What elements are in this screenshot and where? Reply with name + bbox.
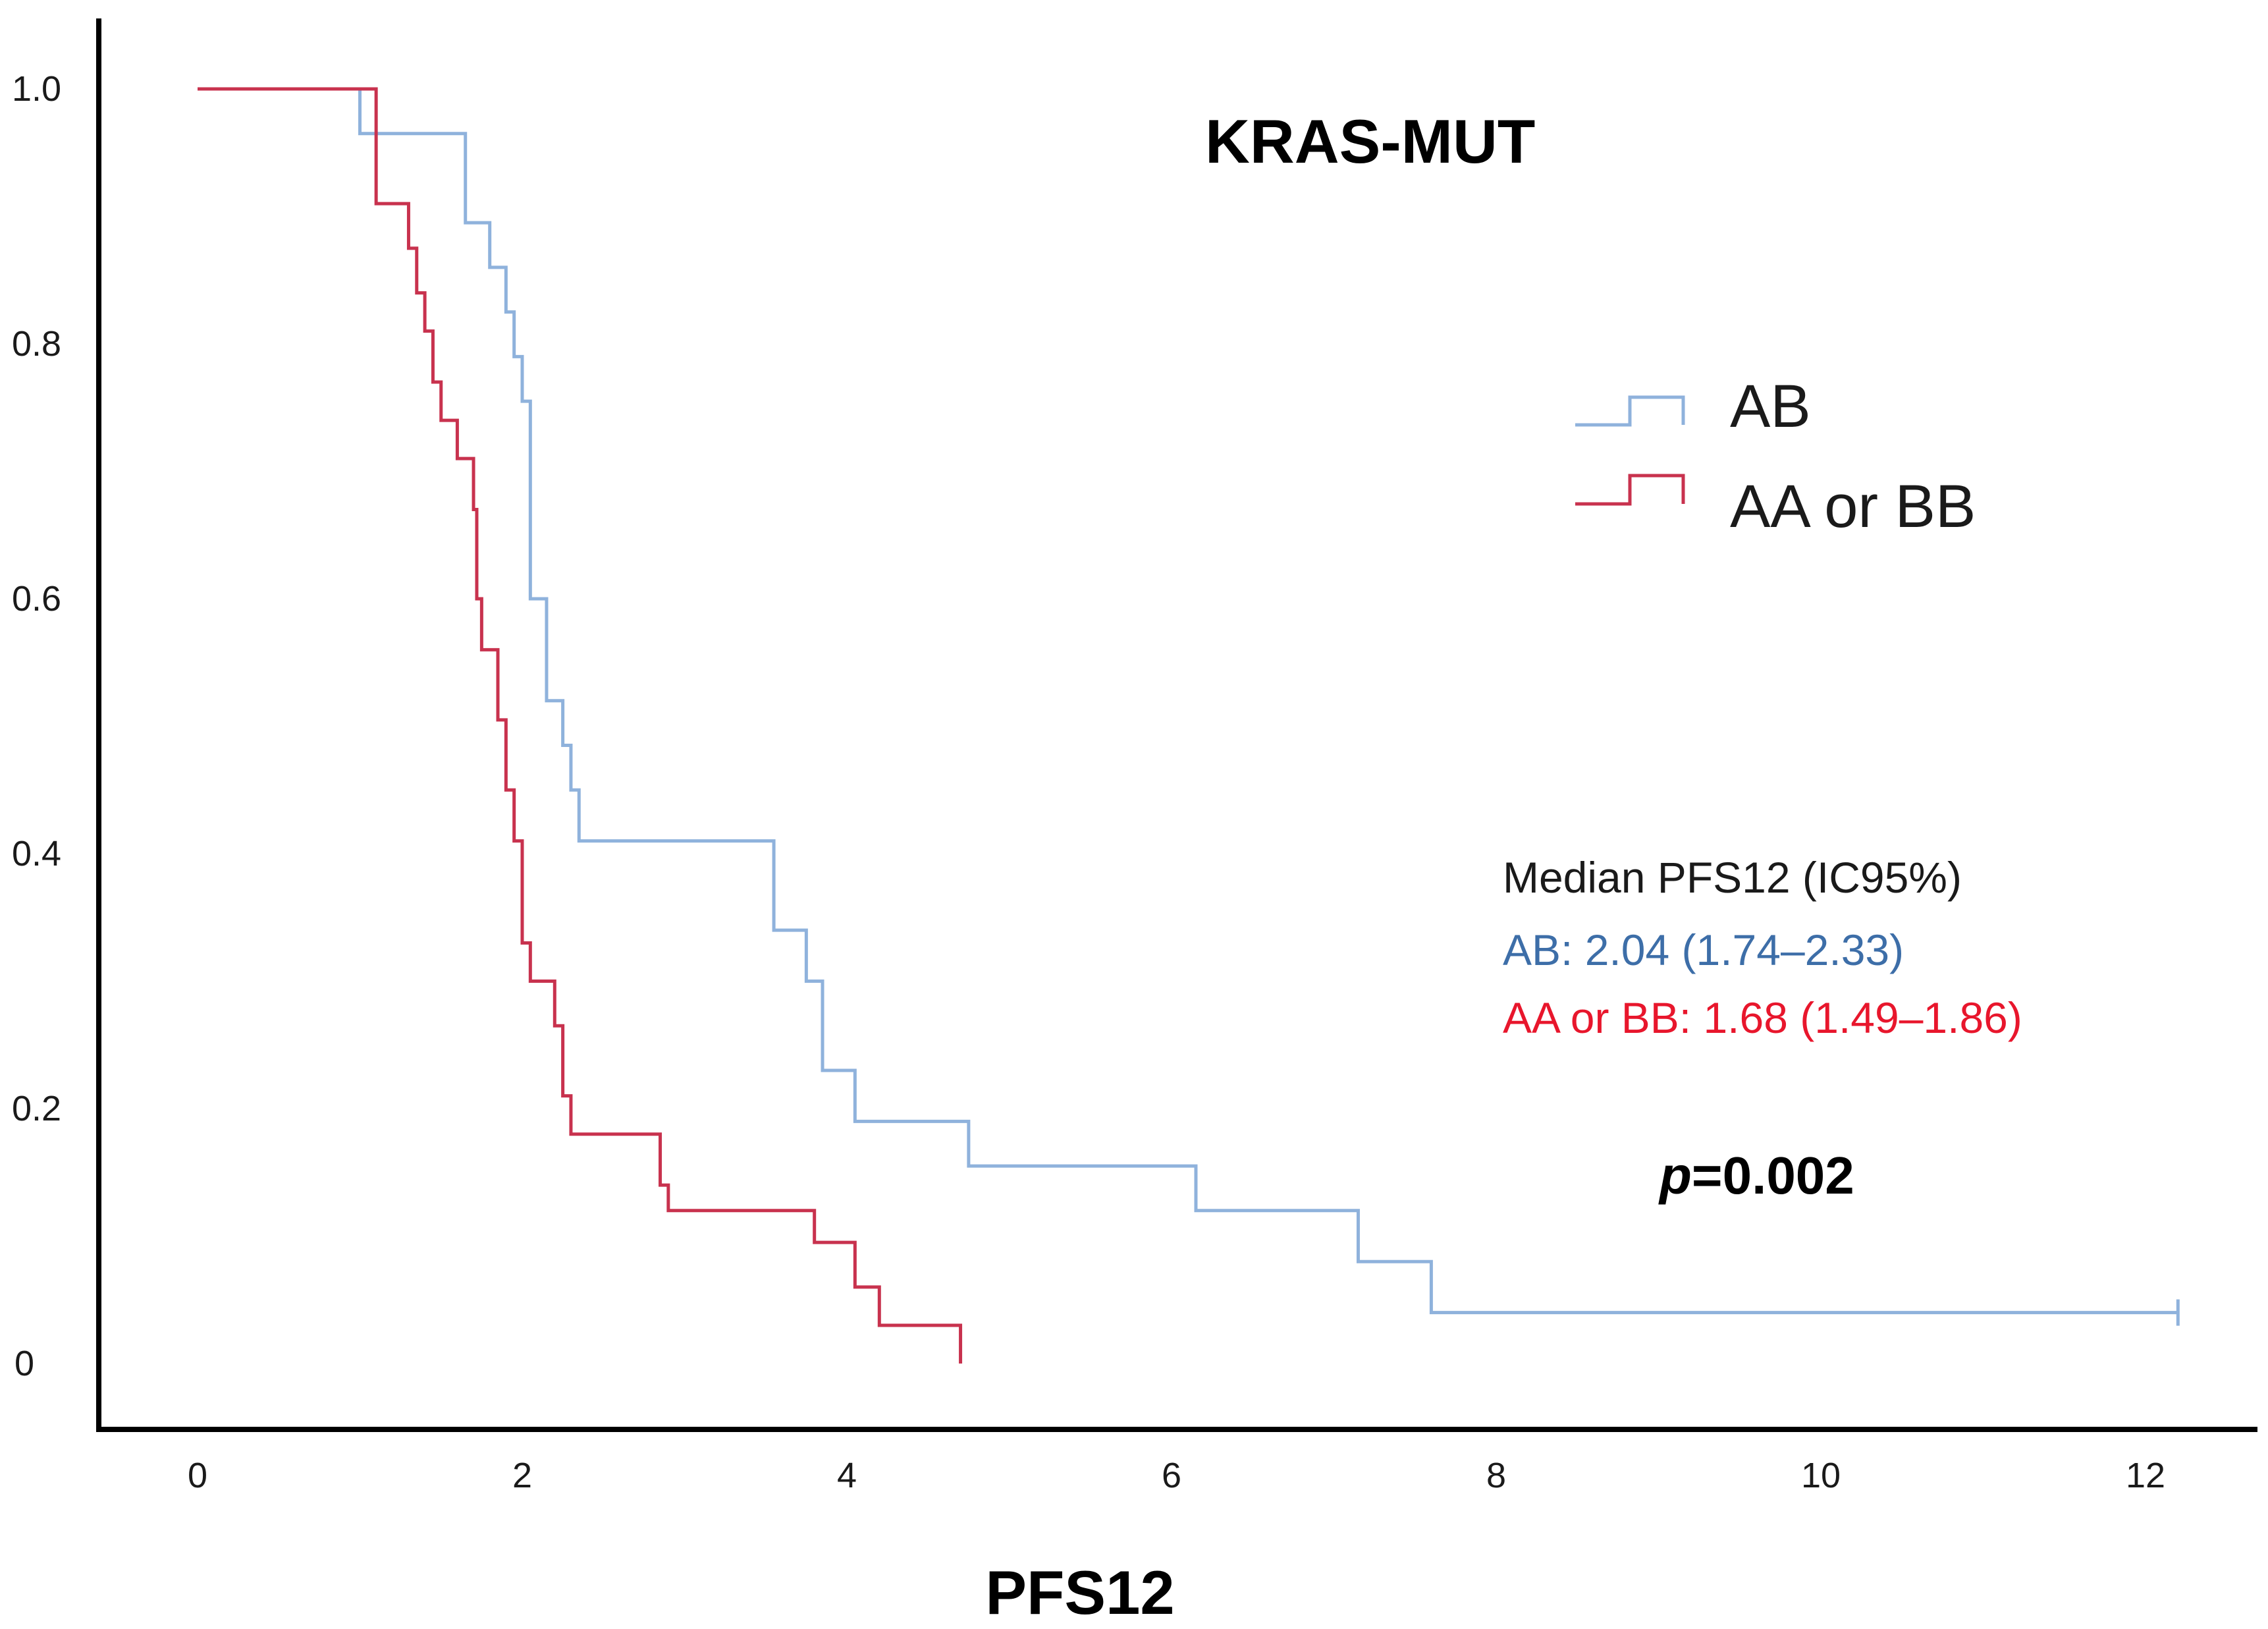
km-curve-ab bbox=[198, 87, 2178, 1315]
x-tick-label: 6 bbox=[1162, 1456, 1181, 1495]
x-tick-label: 12 bbox=[2126, 1456, 2165, 1495]
x-tick-label: 8 bbox=[1486, 1456, 1506, 1495]
y-tick-labels: 0 0.2 0.4 0.6 0.8 1.0 bbox=[12, 69, 61, 1383]
legend-swatch-aabb bbox=[1575, 474, 1685, 506]
legend-swatch-ab bbox=[1575, 395, 1685, 427]
x-tick-label: 2 bbox=[512, 1456, 532, 1495]
legend-label-ab: AB bbox=[1730, 373, 1811, 440]
median-stats-header: Median PFS12 (IC95%) bbox=[1503, 853, 1962, 902]
y-tick-label: 1.0 bbox=[12, 69, 61, 109]
p-value-annotation: p=0.002 bbox=[1658, 1146, 1854, 1205]
legend-label-aabb: AA or BB bbox=[1730, 473, 1976, 540]
p-value-symbol: p bbox=[1658, 1146, 1692, 1205]
survival-curves bbox=[198, 87, 2180, 1364]
p-value-number: =0.002 bbox=[1692, 1146, 1854, 1205]
y-tick-label: 0.4 bbox=[12, 834, 61, 873]
y-tick-label: 0.2 bbox=[12, 1089, 61, 1128]
chart-title: KRAS-MUT bbox=[1205, 107, 1535, 176]
legend: AB AA or BB bbox=[1575, 373, 1976, 540]
y-tick-label: 0.8 bbox=[12, 324, 61, 364]
x-tick-label: 10 bbox=[1801, 1456, 1841, 1495]
y-tick-label: 0.6 bbox=[12, 579, 61, 619]
x-axis-label: PFS12 bbox=[985, 1558, 1174, 1627]
y-tick-label: 0 bbox=[14, 1344, 34, 1383]
x-tick-labels: 0 2 4 6 8 10 12 bbox=[188, 1456, 2165, 1495]
x-tick-label: 0 bbox=[188, 1456, 207, 1495]
aabb-median-stat: AA or BB: 1.68 (1.49–1.86) bbox=[1503, 993, 2022, 1042]
ab-median-stat: AB: 2.04 (1.74–2.33) bbox=[1503, 925, 1904, 974]
x-tick-label: 4 bbox=[837, 1456, 857, 1495]
km-curve-aabb bbox=[198, 87, 963, 1364]
